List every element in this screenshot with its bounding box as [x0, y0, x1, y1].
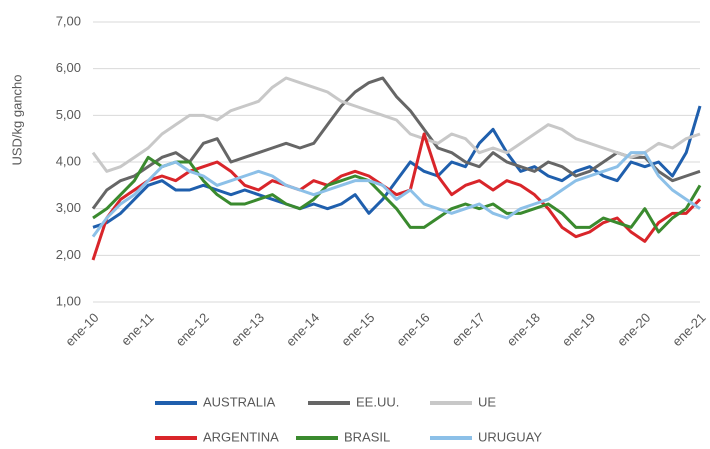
y-tick-label: 1,00 — [56, 293, 81, 308]
series-line — [91, 151, 701, 238]
x-tick-label: ene-14 — [283, 310, 322, 349]
y-tick-label: 5,00 — [56, 107, 81, 122]
y-tick-label: 6,00 — [56, 60, 81, 75]
series-line — [91, 76, 701, 210]
x-tick-label: ene-10 — [62, 310, 101, 349]
legend-label: EE.UU. — [356, 394, 399, 409]
y-tick-label: 2,00 — [56, 247, 81, 262]
series-line — [92, 155, 702, 234]
x-tick-label: ene-17 — [449, 310, 488, 349]
x-tick-label: ene-19 — [559, 310, 598, 349]
legend-label: ARGENTINA — [203, 429, 279, 444]
y-axis-label: USD/kg gancho — [9, 74, 24, 165]
x-tick-label: ene-12 — [173, 310, 212, 349]
x-tick-label: ene-16 — [393, 310, 432, 349]
y-tick-label: 7,00 — [56, 13, 81, 28]
legend-label: URUGUAY — [478, 429, 542, 444]
x-tick-label: ene-18 — [504, 310, 543, 349]
series-line — [91, 132, 702, 261]
legend-label: AUSTRALIA — [203, 394, 276, 409]
x-tick-label: ene-20 — [614, 310, 653, 349]
legend-label: BRASIL — [344, 429, 390, 444]
x-tick-label: ene-21 — [669, 310, 708, 349]
legend-label: UE — [478, 394, 496, 409]
y-tick-label: 4,00 — [56, 153, 81, 168]
x-tick-label: ene-15 — [338, 310, 377, 349]
series-line — [91, 76, 701, 173]
y-tick-label: 3,00 — [56, 200, 81, 215]
x-tick-label: ene-11 — [118, 310, 157, 349]
x-tick-label: ene-13 — [228, 310, 267, 349]
